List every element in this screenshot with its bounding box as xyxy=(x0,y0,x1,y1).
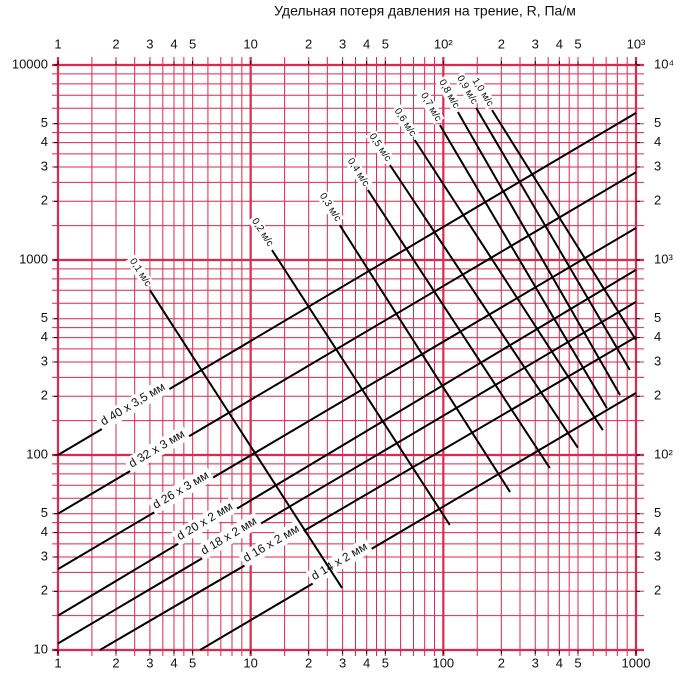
series-line xyxy=(338,224,511,493)
x-top-tick-label: 4 xyxy=(556,36,563,51)
label-background xyxy=(125,254,155,290)
x-top-tick-label: 5 xyxy=(382,36,389,51)
x-top-tick-label: 2 xyxy=(305,36,312,51)
series-line xyxy=(491,109,637,341)
y-tick-label: 3 xyxy=(41,353,48,368)
y-right-tick-label: 2 xyxy=(654,193,661,208)
series-line xyxy=(149,289,343,589)
label-background xyxy=(171,497,239,547)
y-right-tick-label: 10² xyxy=(654,446,673,461)
y-right-tick-label: 3 xyxy=(654,353,661,368)
y-right-tick-label: 5 xyxy=(654,310,661,325)
x-top-tick-label: 5 xyxy=(574,36,581,51)
label-background xyxy=(95,377,171,432)
label-background xyxy=(468,74,497,110)
y-tick-label: 1000 xyxy=(19,251,48,266)
series-line xyxy=(271,249,451,526)
label-background xyxy=(305,537,374,587)
x-tick-label: 4 xyxy=(170,655,177,670)
series-line xyxy=(199,392,637,651)
y-tick-label: 3 xyxy=(41,548,48,563)
chart-title: Удельная потеря давления на трение, R, П… xyxy=(274,3,576,19)
x-tick-label: 2 xyxy=(305,655,312,670)
x-top-tick-label: 3 xyxy=(339,36,346,51)
label-background xyxy=(123,424,191,474)
label-background xyxy=(365,129,395,165)
x-tick-label: 1 xyxy=(54,655,61,670)
y-tick-label: 5 xyxy=(41,115,48,130)
label-background xyxy=(452,71,481,108)
label-background xyxy=(416,88,445,125)
x-tick-label: 100 xyxy=(432,655,454,670)
x-tick-label: 3 xyxy=(339,655,346,670)
x-tick-label: 5 xyxy=(574,655,581,670)
x-tick-label: 2 xyxy=(112,655,119,670)
y-right-tick-label: 10⁴ xyxy=(654,56,674,71)
label-background xyxy=(237,519,306,569)
y-tick-label: 2 xyxy=(41,388,48,403)
x-top-tick-label: 4 xyxy=(363,36,370,51)
label-background xyxy=(315,189,345,225)
y-right-tick-label: 3 xyxy=(654,158,661,173)
series-line xyxy=(57,301,637,645)
y-tick-label: 100 xyxy=(26,446,48,461)
series-line xyxy=(57,269,637,617)
y-tick-label: 5 xyxy=(41,505,48,520)
x-top-tick-label: 4 xyxy=(170,36,177,51)
series-line xyxy=(439,124,608,409)
x-top-tick-label: 3 xyxy=(146,36,153,51)
series-line xyxy=(389,164,579,449)
series-line xyxy=(413,139,604,431)
x-top-tick-label: 10² xyxy=(434,36,453,51)
x-top-tick-label: 3 xyxy=(532,36,539,51)
series-line xyxy=(99,336,637,651)
y-right-tick-label: 2 xyxy=(654,388,661,403)
x-top-tick-label: 10³ xyxy=(627,36,646,51)
x-tick-label: 2 xyxy=(498,655,505,670)
y-tick-label: 5 xyxy=(41,310,48,325)
x-top-tick-label: 2 xyxy=(112,36,119,51)
label-background xyxy=(434,75,463,112)
y-right-tick-label: 10³ xyxy=(654,251,673,266)
x-tick-label: 4 xyxy=(363,655,370,670)
y-tick-label: 4 xyxy=(41,524,48,539)
label-background xyxy=(390,104,420,140)
y-tick-label: 10000 xyxy=(12,56,48,71)
x-tick-label: 4 xyxy=(556,655,563,670)
x-tick-label: 5 xyxy=(189,655,196,670)
y-right-tick-label: 5 xyxy=(654,115,661,130)
label-background xyxy=(343,154,373,190)
y-right-tick-label: 4 xyxy=(654,329,661,344)
y-tick-label: 4 xyxy=(41,329,48,344)
x-tick-label: 10 xyxy=(243,655,257,670)
label-background xyxy=(247,214,277,250)
x-tick-label: 1000 xyxy=(622,655,651,670)
x-tick-label: 5 xyxy=(382,655,389,670)
x-top-tick-label: 10 xyxy=(243,36,257,51)
y-tick-label: 3 xyxy=(41,158,48,173)
x-top-tick-label: 5 xyxy=(189,36,196,51)
x-tick-label: 3 xyxy=(146,655,153,670)
y-tick-label: 10 xyxy=(34,641,48,656)
y-tick-label: 4 xyxy=(41,134,48,149)
series-line xyxy=(475,107,631,371)
x-top-tick-label: 2 xyxy=(498,36,505,51)
y-right-tick-label: 5 xyxy=(654,505,661,520)
series-line xyxy=(367,189,551,469)
label-background xyxy=(147,466,215,515)
y-right-tick-label: 2 xyxy=(654,583,661,598)
y-tick-label: 2 xyxy=(41,193,48,208)
label-background xyxy=(195,512,263,561)
y-right-tick-label: 3 xyxy=(654,548,661,563)
series-line xyxy=(457,111,621,396)
y-tick-label: 2 xyxy=(41,583,48,598)
y-right-tick-label: 4 xyxy=(654,524,661,539)
y-right-tick-label: 4 xyxy=(654,134,661,149)
x-tick-label: 3 xyxy=(532,655,539,670)
x-top-tick-label: 1 xyxy=(54,36,61,51)
